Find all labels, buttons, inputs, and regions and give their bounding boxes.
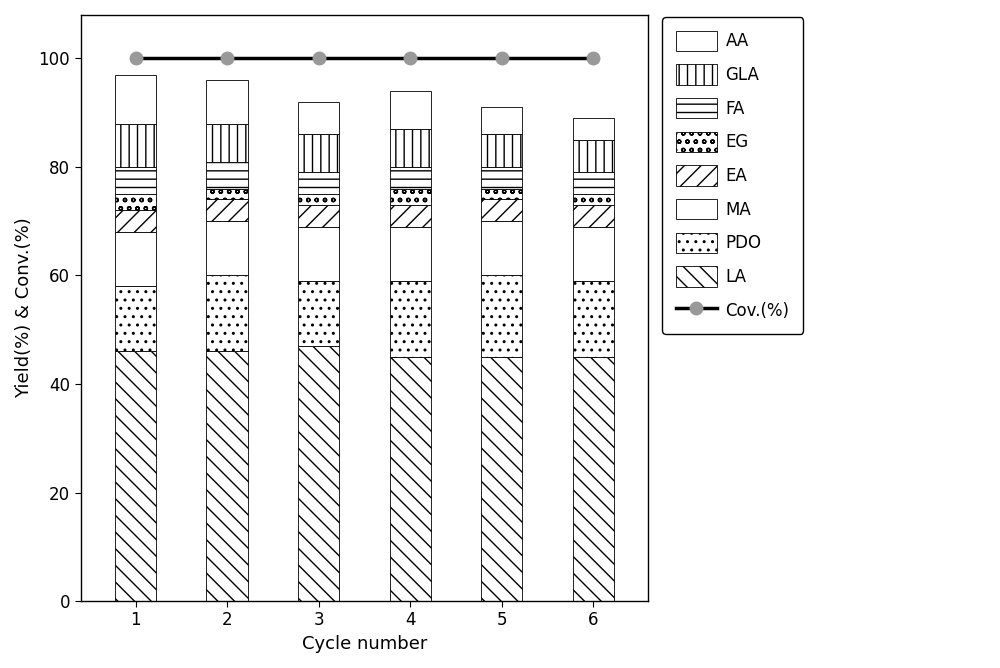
Bar bbox=[206, 200, 248, 221]
Bar bbox=[298, 102, 339, 134]
Bar bbox=[481, 188, 522, 200]
Bar bbox=[390, 281, 431, 357]
Bar bbox=[298, 281, 339, 346]
Bar bbox=[115, 232, 156, 287]
Bar bbox=[573, 172, 614, 194]
Bar bbox=[573, 205, 614, 226]
Bar bbox=[206, 221, 248, 275]
Bar bbox=[573, 140, 614, 172]
Y-axis label: Yield(%) & Conv.(%): Yield(%) & Conv.(%) bbox=[15, 218, 33, 398]
Bar bbox=[298, 346, 339, 601]
Bar bbox=[115, 75, 156, 124]
Bar bbox=[390, 188, 431, 205]
Bar bbox=[298, 194, 339, 205]
Bar bbox=[481, 275, 522, 357]
Bar bbox=[206, 162, 248, 188]
Bar bbox=[573, 226, 614, 281]
X-axis label: Cycle number: Cycle number bbox=[302, 635, 427, 653]
Bar bbox=[481, 134, 522, 167]
Bar bbox=[390, 91, 431, 129]
Bar bbox=[115, 194, 156, 210]
Bar bbox=[115, 167, 156, 194]
Bar bbox=[206, 188, 248, 200]
Bar bbox=[481, 357, 522, 601]
Bar bbox=[206, 80, 248, 124]
Bar bbox=[573, 118, 614, 140]
Bar bbox=[481, 221, 522, 275]
Bar bbox=[390, 357, 431, 601]
Bar bbox=[298, 172, 339, 194]
Bar bbox=[390, 226, 431, 281]
Legend: AA, GLA, FA, EG, EA, MA, PDO, LA, Cov.(%): AA, GLA, FA, EG, EA, MA, PDO, LA, Cov.(%… bbox=[662, 17, 803, 334]
Bar bbox=[481, 200, 522, 221]
Bar bbox=[206, 124, 248, 162]
Bar bbox=[390, 167, 431, 188]
Bar bbox=[298, 205, 339, 226]
Bar bbox=[206, 275, 248, 351]
Bar bbox=[206, 351, 248, 601]
Bar bbox=[298, 134, 339, 172]
Bar bbox=[390, 129, 431, 167]
Bar bbox=[573, 281, 614, 357]
Bar bbox=[115, 351, 156, 601]
Bar bbox=[390, 205, 431, 226]
Bar bbox=[481, 167, 522, 188]
Bar bbox=[573, 194, 614, 205]
Bar bbox=[115, 210, 156, 232]
Bar bbox=[573, 357, 614, 601]
Bar bbox=[115, 124, 156, 167]
Bar bbox=[298, 226, 339, 281]
Bar bbox=[115, 287, 156, 351]
Bar bbox=[481, 108, 522, 134]
